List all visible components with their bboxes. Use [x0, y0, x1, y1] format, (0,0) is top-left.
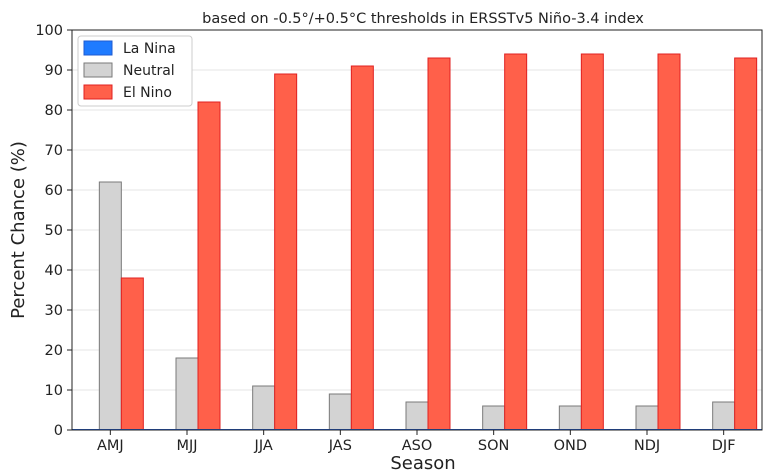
bar-neutral [252, 385, 276, 431]
legend-label: La Nina [123, 41, 176, 57]
x-axis-ticks: AMJ MJJ JJA JAS ASO SON OND NDJ DJF [97, 430, 736, 454]
y-axis-label: Percent Chance (%) [8, 141, 29, 319]
gridlines [72, 69, 762, 391]
bar-neutral [482, 405, 506, 431]
y-tick-label: 10 [45, 383, 63, 399]
legend-label: Neutral [123, 63, 175, 79]
bar-neutral [405, 401, 429, 431]
bar-el-nino [734, 57, 758, 431]
bar-neutral [175, 357, 199, 431]
bars [72, 53, 762, 431]
y-tick-label: 90 [45, 63, 63, 79]
legend-swatch-neutral [83, 62, 113, 78]
bar-neutral [328, 393, 352, 431]
y-tick-label: 30 [45, 303, 63, 319]
bar-el-nino [427, 57, 451, 431]
x-tick-label: MJJ [176, 438, 197, 454]
bar-el-nino [580, 53, 604, 431]
y-tick-label: 80 [45, 103, 63, 119]
chart-title: based on -0.5°/+0.5°C thresholds in ERSS… [202, 11, 644, 27]
x-axis-label: Season [390, 453, 455, 473]
legend-swatch-el-nino [83, 84, 113, 100]
bar-el-nino [504, 53, 528, 431]
legend: La Nina Neutral El Nino [77, 35, 193, 107]
x-tick-label: NDJ [634, 438, 660, 454]
y-axis-ticks: 0 10 20 30 40 50 60 70 80 90 100 [35, 23, 72, 439]
bar-el-nino [197, 101, 221, 431]
x-tick-label: OND [554, 438, 587, 454]
bar-neutral [98, 181, 122, 431]
bar-el-nino [657, 53, 681, 431]
bar-neutral [558, 405, 582, 431]
bar-el-nino [350, 65, 374, 431]
x-tick-label: JJA [254, 438, 273, 454]
bar-el-nino [274, 73, 298, 431]
y-tick-label: 20 [45, 343, 63, 359]
y-tick-label: 50 [45, 223, 63, 239]
y-tick-label: 70 [45, 143, 63, 159]
legend-label: El Nino [123, 85, 172, 101]
legend-swatch-la-nina [83, 40, 113, 56]
x-tick-label: AMJ [97, 438, 124, 454]
y-tick-label: 40 [45, 263, 63, 279]
x-tick-label: JAS [328, 438, 352, 454]
x-tick-label: DJF [712, 438, 736, 454]
bar-neutral [712, 401, 736, 431]
x-tick-label: ASO [402, 438, 433, 454]
y-tick-label: 60 [45, 183, 63, 199]
bar-el-nino [120, 277, 144, 431]
x-tick-label: SON [478, 438, 509, 454]
bar-neutral [635, 405, 659, 431]
y-tick-label: 0 [54, 423, 63, 439]
y-tick-label: 100 [35, 23, 63, 39]
